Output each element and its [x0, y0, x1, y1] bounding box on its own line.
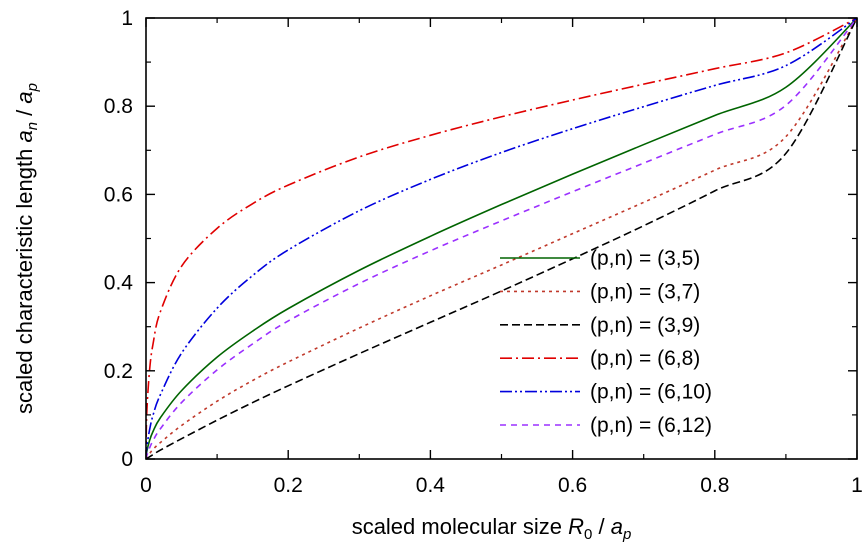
series-line: [146, 18, 857, 459]
axis-ticks: [145, 17, 858, 460]
legend-label: (p,n) = (3,5): [590, 247, 700, 270]
series-line: [146, 18, 857, 459]
series-line: [146, 18, 857, 459]
plot-frame: [145, 17, 858, 460]
x-tick-label: 1: [851, 474, 863, 497]
y-tick-label: 1: [121, 7, 133, 30]
legend-label: (p,n) = (6,12): [590, 414, 712, 437]
y-tick-label: 0: [121, 448, 133, 471]
y-tick-label: 0.4: [104, 272, 134, 295]
tick-labels: 0 0.2 0.4 0.6 0.8 1 0 0.2 0.4 0.6 0.8 1: [104, 7, 863, 497]
y-tick-label: 0.8: [104, 95, 133, 118]
x-tick-label: 0.2: [274, 474, 303, 497]
x-tick-label: 0: [140, 474, 152, 497]
series-line: [146, 18, 857, 459]
legend: (p,n) = (3,5) (p,n) = (3,7) (p,n) = (3,9) (…: [500, 247, 712, 437]
legend-label: (p,n) = (6,8): [590, 347, 700, 370]
y-tick-label: 0.2: [104, 360, 133, 383]
x-tick-label: 0.8: [700, 474, 729, 497]
legend-label: (p,n) = (6,10): [590, 381, 712, 404]
x-axis-label: scaled molecular size R0 / ap: [352, 514, 632, 543]
x-tick-label: 0.4: [416, 474, 446, 497]
legend-label: (p,n) = (3,7): [590, 280, 700, 303]
y-axis-label: scaled characteristic length an / ap: [12, 83, 41, 414]
series-line: [146, 18, 857, 459]
x-tick-label: 0.6: [558, 474, 587, 497]
series-line: [146, 18, 857, 459]
curves: [146, 18, 857, 459]
legend-label: (p,n) = (3,9): [590, 314, 700, 337]
y-tick-label: 0.6: [104, 183, 133, 206]
